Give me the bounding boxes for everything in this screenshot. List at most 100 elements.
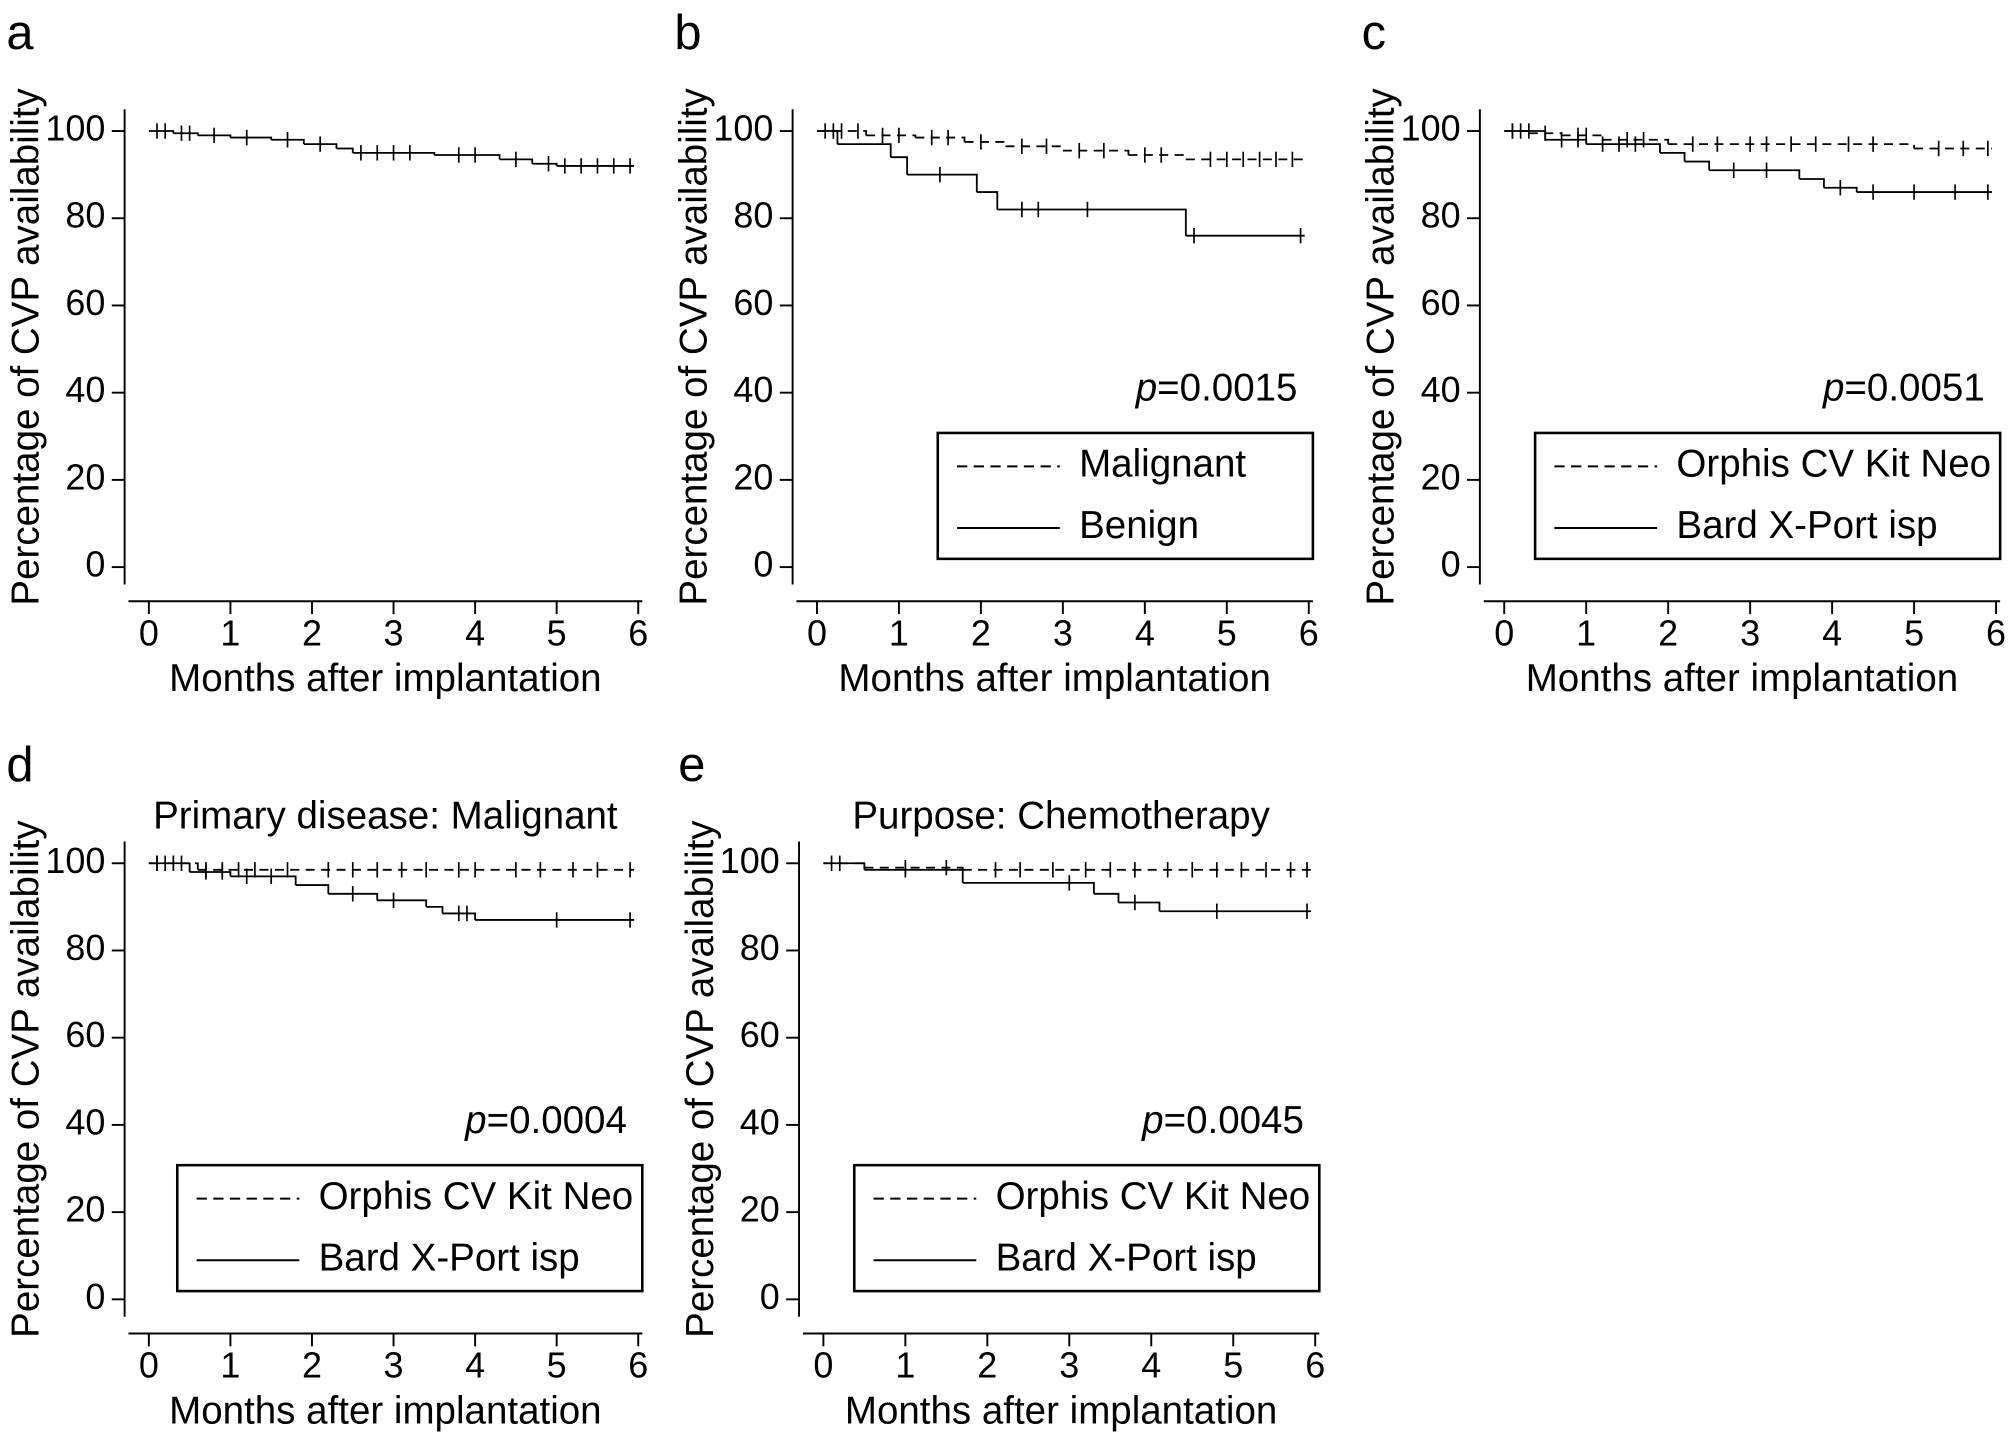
legend-label: Bard X-Port isp	[319, 1236, 580, 1279]
survival-step	[1504, 130, 1547, 140]
survival-step	[915, 136, 966, 142]
survival-step	[1118, 901, 1161, 912]
y-tick-label: 100	[45, 840, 105, 881]
p-value: p=0.0051	[1822, 367, 1985, 410]
survival-step	[962, 881, 1095, 894]
y-tick-label: 0	[760, 1276, 780, 1317]
survival-step	[271, 138, 305, 145]
survival-step	[1545, 138, 1588, 145]
chart-title: Primary disease: Malignant	[153, 795, 618, 838]
x-tick-label: 3	[1740, 612, 1760, 653]
survival-step	[1586, 143, 1661, 153]
survival-step	[1093, 892, 1120, 903]
y-tick-label: 80	[65, 195, 105, 236]
chart-title: Purpose: Chemotherapy	[852, 795, 1270, 838]
p-symbol: p	[464, 1099, 486, 1142]
survival-step	[964, 141, 1007, 147]
p-number: =0.0045	[1164, 1099, 1304, 1142]
legend-box	[1533, 431, 2002, 561]
survival-step	[1709, 169, 1801, 180]
y-tick-label: 0	[85, 544, 105, 585]
p-value: p=0.0004	[464, 1099, 627, 1142]
x-tick-label: 3	[1053, 612, 1073, 653]
survival-step	[1602, 138, 1670, 145]
panel-letter: d	[6, 738, 33, 792]
y-tick-label: 60	[65, 1014, 105, 1055]
x-tick-label: 4	[465, 612, 485, 653]
legend-label: Orphis CV Kit Neo	[996, 1175, 1311, 1218]
x-tick-label: 1	[889, 612, 909, 653]
y-tick-label: 0	[1441, 544, 1461, 585]
survival-step	[890, 156, 909, 175]
panel-letter: a	[6, 6, 34, 60]
y-tick-label: 100	[720, 840, 780, 881]
survival-step	[1062, 149, 1130, 156]
x-tick-label: 4	[1141, 1345, 1161, 1386]
survival-step	[352, 151, 436, 156]
survival-step	[303, 143, 338, 149]
survival-step	[1823, 186, 1858, 193]
y-tick-label: 40	[65, 369, 105, 410]
x-tick-label: 5	[1223, 1345, 1243, 1386]
p-symbol: p	[1141, 1099, 1163, 1142]
y-axis-label: Percentage of CVP availability	[1360, 87, 1403, 605]
y-tick-label: 20	[733, 456, 773, 497]
y-tick-label: 20	[65, 1189, 105, 1230]
y-tick-label: 60	[65, 282, 105, 323]
legend-label: Orphis CV Kit Neo	[1676, 443, 1991, 486]
survival-step	[864, 868, 964, 883]
x-tick-label: 2	[302, 1345, 322, 1386]
y-tick-label: 80	[733, 195, 773, 236]
survival-step	[1684, 160, 1711, 171]
legend-label: Bard X-Port isp	[996, 1236, 1257, 1279]
survival-step	[1799, 178, 1825, 188]
survival-step	[532, 162, 558, 166]
x-tick-label: 1	[1576, 612, 1596, 653]
legend-label: Malignant	[1079, 443, 1246, 486]
survival-step	[230, 136, 273, 140]
p-number: =0.0004	[487, 1099, 627, 1142]
y-tick-label: 20	[65, 456, 105, 497]
y-axis-label: Percentage of CVP availability	[4, 820, 47, 1338]
x-tick-label: 2	[302, 612, 322, 653]
x-tick-label: 2	[977, 1345, 997, 1386]
x-tick-label: 1	[895, 1345, 915, 1386]
p-symbol: p	[1822, 367, 1844, 410]
x-tick-label: 5	[1217, 612, 1237, 653]
y-tick-label: 100	[45, 108, 105, 149]
x-tick-label: 6	[1305, 1345, 1325, 1386]
x-tick-label: 4	[1822, 612, 1842, 653]
x-tick-label: 5	[1904, 612, 1924, 653]
survival-step	[148, 130, 175, 134]
x-tick-label: 6	[628, 1345, 648, 1386]
legend-label: Bard X-Port isp	[1676, 504, 1937, 547]
survival-step	[837, 143, 892, 158]
p-number: =0.0015	[1157, 367, 1297, 410]
survival-step	[442, 912, 477, 920]
x-axis-label: Months after implantation	[169, 1389, 601, 1432]
x-tick-label: 2	[1658, 612, 1678, 653]
x-tick-label: 6	[1986, 612, 2006, 653]
survival-step	[173, 132, 199, 136]
y-tick-label: 20	[1421, 456, 1461, 497]
panel-letter: e	[678, 738, 705, 792]
survival-step	[189, 871, 232, 877]
x-tick-label: 1	[220, 1345, 240, 1386]
y-tick-label: 100	[713, 108, 773, 149]
y-axis-label: Percentage of CVP availability	[4, 87, 47, 605]
x-axis-label: Months after implantation	[845, 1389, 1277, 1432]
survival-step	[336, 147, 354, 153]
survival-step	[295, 884, 330, 894]
survival-step	[866, 134, 917, 138]
survival-step	[1128, 154, 1187, 160]
legend-label: Orphis CV Kit Neo	[319, 1175, 634, 1218]
x-tick-label: 3	[384, 612, 404, 653]
y-tick-label: 20	[740, 1189, 780, 1230]
y-tick-label: 80	[1421, 195, 1461, 236]
p-number: =0.0051	[1844, 367, 1984, 410]
x-tick-label: 3	[384, 1345, 404, 1386]
legend-box	[936, 431, 1315, 561]
survival-step	[1005, 145, 1064, 151]
